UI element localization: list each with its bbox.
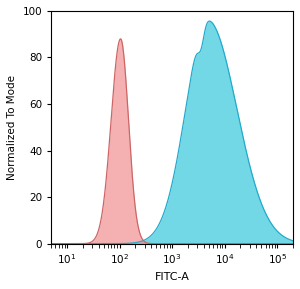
- Y-axis label: Normalized To Mode: Normalized To Mode: [7, 75, 17, 180]
- X-axis label: FITC-A: FITC-A: [155, 272, 190, 282]
